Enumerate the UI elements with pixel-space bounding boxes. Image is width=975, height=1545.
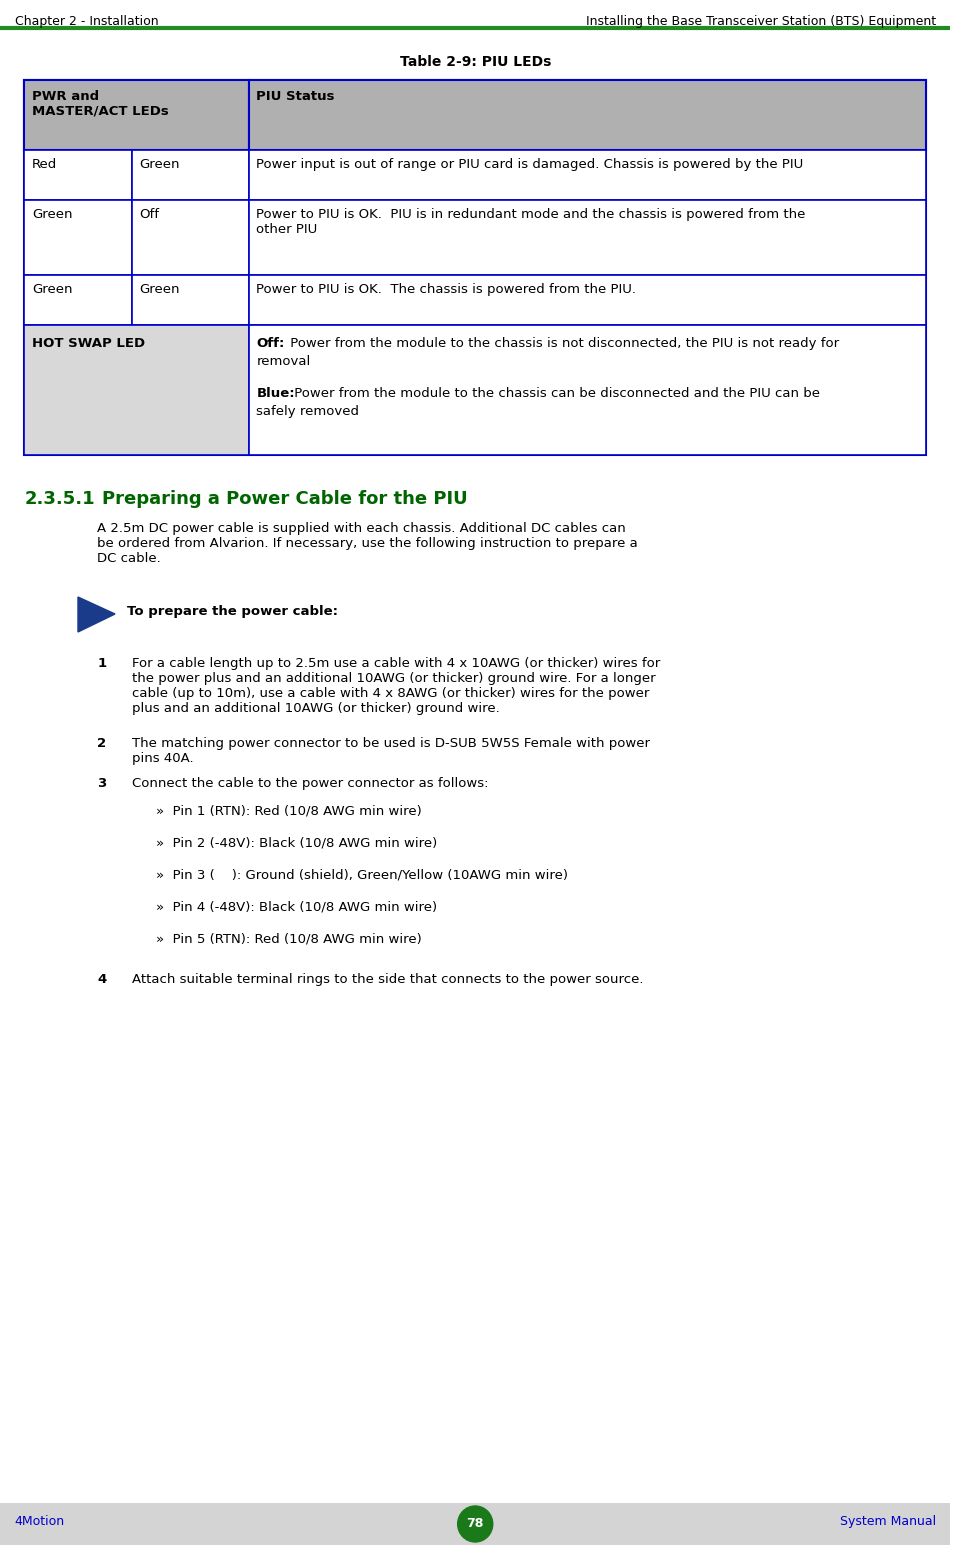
Text: Connect the cable to the power connector as follows:: Connect the cable to the power connector… xyxy=(132,777,488,789)
Bar xyxy=(132,150,249,199)
Text: Red: Red xyxy=(32,158,58,171)
Text: System Manual: System Manual xyxy=(839,1516,936,1528)
Text: Power from the module to the chassis can be disconnected and the PIU can be: Power from the module to the chassis can… xyxy=(291,386,821,400)
Text: PIU Status: PIU Status xyxy=(256,90,334,104)
Bar xyxy=(24,275,132,324)
Text: 2: 2 xyxy=(98,737,106,749)
Text: Blue:: Blue: xyxy=(256,386,295,400)
Bar xyxy=(24,80,926,454)
Text: Table 2-9: PIU LEDs: Table 2-9: PIU LEDs xyxy=(400,56,551,70)
Bar xyxy=(249,324,926,454)
Polygon shape xyxy=(78,596,115,632)
Text: Chapter 2 - Installation: Chapter 2 - Installation xyxy=(15,15,158,28)
Text: »  Pin 2 (-48V): Black (10/8 AWG min wire): » Pin 2 (-48V): Black (10/8 AWG min wire… xyxy=(156,837,437,850)
Text: Power to PIU is OK.  The chassis is powered from the PIU.: Power to PIU is OK. The chassis is power… xyxy=(256,283,637,297)
Text: 3: 3 xyxy=(98,777,106,789)
Text: Power input is out of range or PIU card is damaged. Chassis is powered by the PI: Power input is out of range or PIU card … xyxy=(256,158,803,171)
Text: 4: 4 xyxy=(98,973,106,986)
Text: Off:: Off: xyxy=(256,337,285,351)
Text: »  Pin 1 (RTN): Red (10/8 AWG min wire): » Pin 1 (RTN): Red (10/8 AWG min wire) xyxy=(156,805,422,817)
Bar xyxy=(24,324,249,454)
Bar xyxy=(249,199,926,275)
Text: »  Pin 4 (-48V): Black (10/8 AWG min wire): » Pin 4 (-48V): Black (10/8 AWG min wire… xyxy=(156,901,437,915)
Circle shape xyxy=(457,1506,492,1542)
Text: For a cable length up to 2.5m use a cable with 4 x 10AWG (or thicker) wires for
: For a cable length up to 2.5m use a cabl… xyxy=(132,657,660,715)
Text: Green: Green xyxy=(139,158,180,171)
Text: 1: 1 xyxy=(98,657,106,671)
Text: The matching power connector to be used is D-SUB 5W5S Female with power
pins 40A: The matching power connector to be used … xyxy=(132,737,649,765)
Text: safely removed: safely removed xyxy=(256,405,360,419)
Text: Attach suitable terminal rings to the side that connects to the power source.: Attach suitable terminal rings to the si… xyxy=(132,973,644,986)
Text: 2.3.5.1: 2.3.5.1 xyxy=(24,490,95,508)
Text: Off: Off xyxy=(139,209,159,221)
Bar xyxy=(132,199,249,275)
Bar xyxy=(132,275,249,324)
Text: 4Motion: 4Motion xyxy=(15,1516,64,1528)
Text: PWR and
MASTER/ACT LEDs: PWR and MASTER/ACT LEDs xyxy=(32,90,169,117)
Text: HOT SWAP LED: HOT SWAP LED xyxy=(32,337,145,351)
Text: »  Pin 5 (RTN): Red (10/8 AWG min wire): » Pin 5 (RTN): Red (10/8 AWG min wire) xyxy=(156,933,422,946)
Bar xyxy=(24,199,132,275)
Text: Green: Green xyxy=(32,209,73,221)
Bar xyxy=(24,80,249,150)
Bar xyxy=(0,1503,951,1545)
Text: removal: removal xyxy=(256,355,311,368)
Text: To prepare the power cable:: To prepare the power cable: xyxy=(127,606,337,618)
Text: Green: Green xyxy=(32,283,73,297)
Text: Power to PIU is OK.  PIU is in redundant mode and the chassis is powered from th: Power to PIU is OK. PIU is in redundant … xyxy=(256,209,805,236)
Text: 78: 78 xyxy=(466,1517,484,1530)
Text: Installing the Base Transceiver Station (BTS) Equipment: Installing the Base Transceiver Station … xyxy=(586,15,936,28)
Bar xyxy=(249,150,926,199)
Text: A 2.5m DC power cable is supplied with each chassis. Additional DC cables can
be: A 2.5m DC power cable is supplied with e… xyxy=(98,522,639,565)
Bar xyxy=(249,275,926,324)
Bar xyxy=(24,150,132,199)
Bar xyxy=(249,80,926,150)
Text: Power from the module to the chassis is not disconnected, the PIU is not ready f: Power from the module to the chassis is … xyxy=(286,337,838,351)
Text: »  Pin 3 (    ): Ground (shield), Green/Yellow (10AWG min wire): » Pin 3 ( ): Ground (shield), Green/Yell… xyxy=(156,868,568,882)
Text: Preparing a Power Cable for the PIU: Preparing a Power Cable for the PIU xyxy=(102,490,468,508)
Text: Green: Green xyxy=(139,283,180,297)
